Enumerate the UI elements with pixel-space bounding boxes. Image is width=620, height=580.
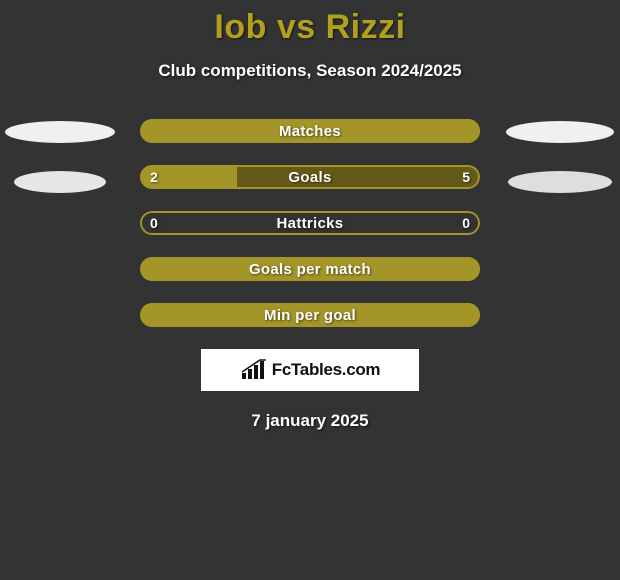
bar-label: Goals (288, 169, 331, 186)
bar-left-value: 2 (150, 169, 158, 185)
brand-chart-icon (240, 359, 268, 381)
bar-label: Goals per match (249, 261, 371, 278)
right-player-shapes (500, 119, 620, 193)
ellipse-decoration (14, 171, 106, 193)
bar-label: Min per goal (264, 307, 356, 324)
bar-label: Hattricks (277, 215, 344, 232)
bar-matches: Matches (140, 119, 480, 143)
page-subtitle: Club competitions, Season 2024/2025 (0, 61, 620, 81)
bar-goals-per-match: Goals per match (140, 257, 480, 281)
brand-text: FcTables.com (272, 360, 381, 380)
ellipse-decoration (506, 121, 614, 143)
ellipse-decoration (508, 171, 612, 193)
bar-left-value: 0 (150, 215, 158, 231)
page-title: Iob vs Rizzi (0, 0, 620, 47)
brand-badge: FcTables.com (201, 349, 419, 391)
date-text: 7 january 2025 (0, 411, 620, 431)
bar-right-value: 5 (462, 169, 470, 185)
bar-right-value: 0 (462, 215, 470, 231)
bar-min-per-goal: Min per goal (140, 303, 480, 327)
bar-label: Matches (279, 123, 341, 140)
ellipse-decoration (5, 121, 115, 143)
bar-hattricks: 0 Hattricks 0 (140, 211, 480, 235)
bar-goals: 2 Goals 5 (140, 165, 480, 189)
left-player-shapes (0, 119, 120, 193)
comparison-chart: Matches 2 Goals 5 0 Hattricks 0 Goals pe… (0, 119, 620, 431)
bar-list: Matches 2 Goals 5 0 Hattricks 0 Goals pe… (140, 119, 480, 327)
